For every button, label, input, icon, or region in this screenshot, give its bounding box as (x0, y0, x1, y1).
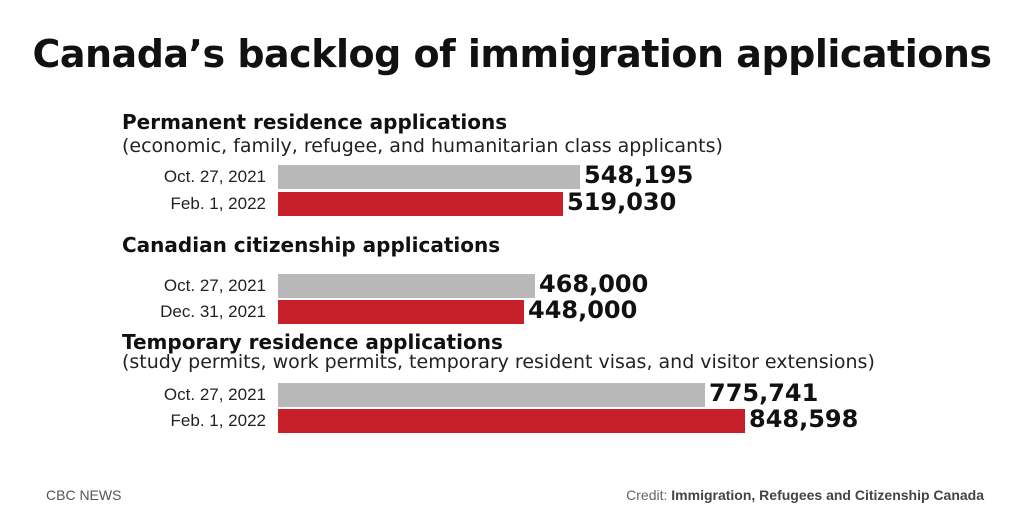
group-title: Permanent residence applications (122, 110, 508, 134)
bar-value-label: 519,030 (567, 188, 677, 216)
bar-value-label: 848,598 (749, 405, 859, 433)
group-subtitle: (study permits, work permits, temporary … (122, 351, 875, 373)
chart-title: Canada’s backlog of immigration applicat… (32, 32, 992, 76)
group-subtitle: (economic, family, refugee, and humanita… (122, 135, 723, 157)
bar (278, 383, 705, 407)
credit-line: Credit: Immigration, Refugees and Citize… (626, 487, 984, 503)
bar-category-label: Dec. 31, 2021 (160, 302, 266, 321)
bar (278, 300, 524, 324)
bar-category-label: Oct. 27, 2021 (163, 385, 266, 404)
bar (278, 165, 580, 189)
bar (278, 274, 535, 298)
bar-value-label: 775,741 (709, 379, 819, 407)
group-title: Canadian citizenship applications (122, 233, 501, 257)
bar (278, 192, 563, 216)
bar-value-label: 548,195 (584, 161, 694, 189)
bar-category-label: Feb. 1, 2022 (170, 194, 266, 213)
group-title: Temporary residence applications (122, 330, 503, 354)
credit-source: Immigration, Refugees and Citizenship Ca… (671, 487, 984, 503)
bar-category-label: Feb. 1, 2022 (170, 411, 266, 430)
bar-category-label: Oct. 27, 2021 (163, 167, 266, 186)
bar-value-label: 448,000 (528, 296, 638, 324)
credit-label: Credit: (626, 487, 668, 503)
source-brand: CBC NEWS (46, 487, 122, 503)
bar (278, 409, 745, 433)
bar-value-label: 468,000 (539, 270, 649, 298)
bar-category-label: Oct. 27, 2021 (163, 276, 266, 295)
